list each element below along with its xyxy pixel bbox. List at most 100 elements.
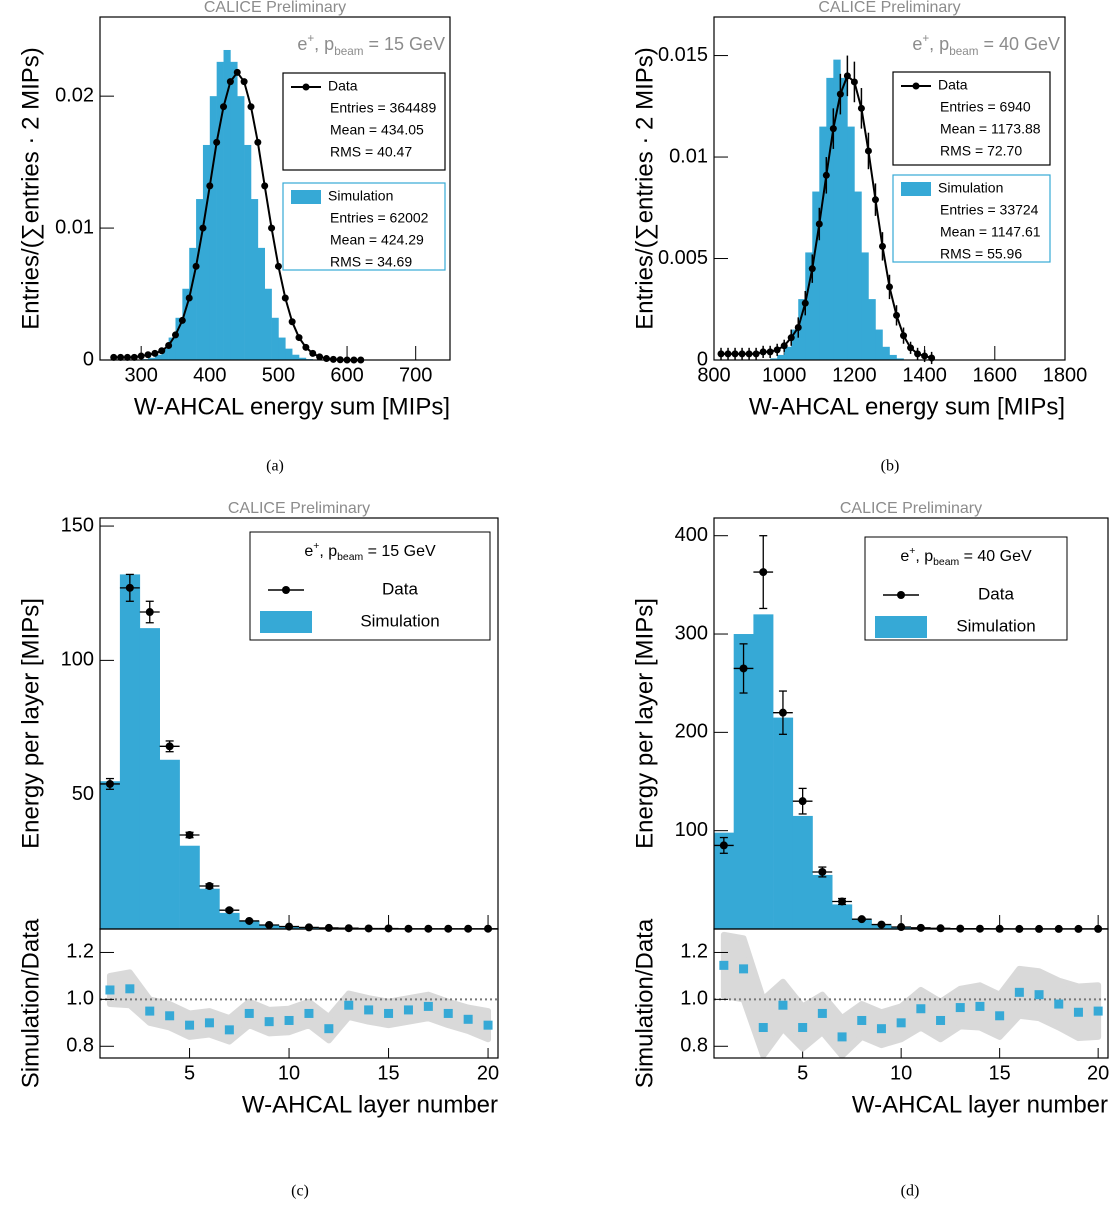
beam-label: e+, pbeam = 40 GeV — [900, 546, 1032, 568]
y-tick-label: 0.015 — [658, 44, 708, 66]
ratio-point — [463, 1014, 473, 1024]
legend-stat: Entries = 62002 — [330, 210, 429, 226]
y-axis-label: Entries/(∑entries · 2 MIPs) — [631, 47, 658, 330]
data-point — [240, 78, 248, 86]
ratio-point — [995, 1011, 1005, 1021]
legend-swatch — [875, 616, 927, 638]
data-point — [829, 125, 837, 133]
data-point — [254, 138, 262, 146]
sim-bin — [784, 346, 792, 360]
beam-label-part: beam — [949, 45, 978, 58]
sim-bin — [257, 247, 266, 360]
beam-label-part: = 40 GeV — [959, 548, 1032, 565]
legend-stat: Entries = 6940 — [940, 99, 1031, 115]
data-point — [185, 294, 193, 302]
legend-marker — [912, 82, 920, 90]
sim-bar — [239, 920, 260, 929]
legend-marker — [897, 591, 905, 599]
beam-label-part: beam — [334, 45, 363, 58]
x-tick-label: 10 — [278, 1062, 300, 1084]
frame — [713, 517, 1109, 930]
legend-box — [282, 72, 446, 171]
data-point — [123, 353, 131, 361]
ratio-point — [324, 1024, 334, 1034]
legend-swatch — [260, 611, 312, 633]
data-point — [261, 182, 269, 190]
sim-bar — [100, 781, 121, 929]
y-tick-label: 50 — [72, 783, 94, 805]
data-point — [759, 568, 768, 577]
ratio-point — [304, 1008, 314, 1018]
sim-bin — [777, 354, 785, 360]
caption: (c) — [291, 1183, 309, 1200]
data-point — [329, 355, 337, 363]
ratio-point — [778, 1000, 788, 1010]
sim-bin — [230, 61, 238, 360]
ratio-point — [975, 1001, 985, 1011]
sim-bin — [861, 252, 869, 360]
sim-bin — [826, 77, 834, 360]
data-point — [265, 920, 274, 929]
data-point — [344, 924, 353, 933]
ratio-point — [284, 1015, 294, 1025]
y-tick-label: 0.01 — [669, 145, 708, 167]
ratio-point — [1093, 1006, 1103, 1016]
x-tick-label: 15 — [989, 1062, 1011, 1084]
sim-bar — [773, 717, 794, 929]
y-tick-label: 300 — [675, 622, 708, 644]
sim-bar — [714, 832, 734, 929]
sim-bar — [159, 759, 180, 929]
data-point — [916, 923, 925, 932]
data-point — [274, 262, 282, 270]
sim-bin — [805, 252, 813, 360]
sim-bin — [798, 299, 806, 360]
sim-bin — [285, 348, 293, 360]
ratio-band — [720, 931, 1102, 1059]
legend-stat: RMS = 40.47 — [330, 144, 412, 160]
data-point — [130, 353, 138, 361]
data-point — [818, 867, 827, 876]
data-point — [897, 923, 906, 932]
data-point — [165, 742, 174, 751]
data-point — [738, 350, 746, 358]
sim-bin — [791, 329, 799, 360]
sim-bar — [119, 574, 141, 929]
data-point — [850, 78, 858, 86]
beam-label-part: = 40 GeV — [978, 34, 1060, 54]
sim-bin — [223, 49, 231, 360]
data-point — [936, 924, 945, 933]
data-point — [778, 708, 787, 717]
x-tick-label: 1400 — [902, 364, 947, 386]
data-point — [304, 923, 313, 932]
data-point — [752, 350, 760, 358]
y-tick-label: 1.2 — [66, 941, 94, 963]
legend-stat: Mean = 1147.61 — [940, 224, 1041, 240]
data-point — [766, 348, 774, 356]
data-point — [213, 138, 221, 146]
caption: (a) — [266, 458, 284, 475]
legend-swatch — [291, 190, 321, 204]
sim-bar — [219, 912, 240, 929]
sim-bin — [196, 199, 204, 360]
ratio-point — [443, 1008, 453, 1018]
legend-label: Simulation — [360, 611, 439, 630]
beam-label-part: = 15 GeV — [363, 34, 445, 54]
frame — [99, 928, 499, 1059]
ratio-point — [224, 1025, 234, 1035]
sim-bin — [896, 358, 904, 360]
beam-label-part: , p — [915, 548, 933, 565]
beam-label-part: + — [922, 32, 929, 45]
ratio-point — [1054, 999, 1064, 1009]
data-point — [914, 350, 922, 358]
x-tick-label: 1800 — [1043, 364, 1088, 386]
ratio-point — [145, 1006, 155, 1016]
ratio-point — [185, 1020, 195, 1030]
ratio-point — [758, 1023, 768, 1033]
sim-bin — [264, 288, 272, 360]
ratio-point — [719, 960, 729, 970]
data-point — [288, 318, 296, 326]
x-tick-label: 1200 — [832, 364, 877, 386]
legend-stat: RMS = 34.69 — [330, 254, 412, 270]
sim-bin — [154, 354, 163, 360]
